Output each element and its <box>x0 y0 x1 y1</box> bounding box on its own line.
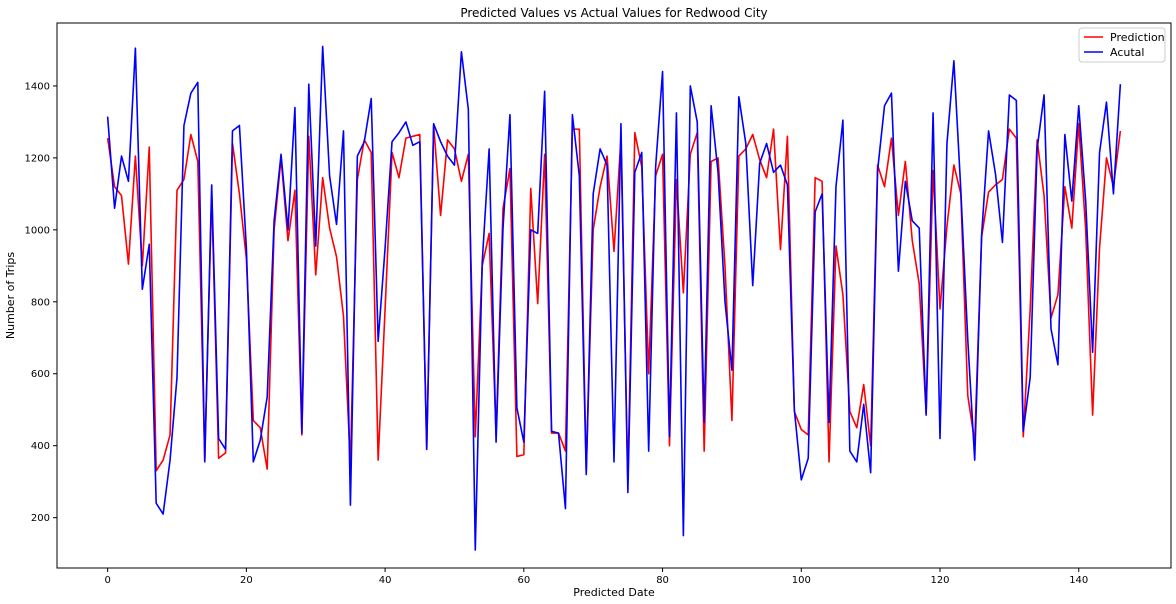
legend-label: Acutal <box>1110 46 1144 59</box>
y-tick-label: 400 <box>31 441 50 452</box>
x-tick-label: 60 <box>517 575 530 586</box>
chart-title: Predicted Values vs Actual Values for Re… <box>460 6 767 20</box>
x-tick-label: 0 <box>104 575 110 586</box>
y-tick-label: 1400 <box>25 81 50 92</box>
y-axis-label: Number of Trips <box>4 252 17 339</box>
x-tick-label: 120 <box>930 575 949 586</box>
legend: Prediction Acutal <box>1078 27 1166 63</box>
series-line-actual <box>106 45 1122 551</box>
plot-area <box>106 45 1122 551</box>
y-tick-label: 600 <box>31 369 50 380</box>
x-axis: 0 20 40 60 80 100 120 140 <box>104 568 1088 586</box>
y-tick-label: 1000 <box>25 225 50 236</box>
x-tick-label: 80 <box>656 575 669 586</box>
y-axis: 200 400 600 800 1000 1200 1400 <box>25 81 57 524</box>
x-axis-label: Predicted Date <box>573 586 655 599</box>
x-tick-label: 140 <box>1069 575 1088 586</box>
plot-frame <box>56 22 1172 569</box>
x-tick-label: 20 <box>240 575 253 586</box>
legend-label: Prediction <box>1110 31 1165 44</box>
y-tick-label: 800 <box>31 297 50 308</box>
y-tick-label: 200 <box>31 513 50 524</box>
y-tick-label: 1200 <box>25 153 50 164</box>
x-tick-label: 100 <box>792 575 811 586</box>
x-tick-label: 40 <box>379 575 392 586</box>
